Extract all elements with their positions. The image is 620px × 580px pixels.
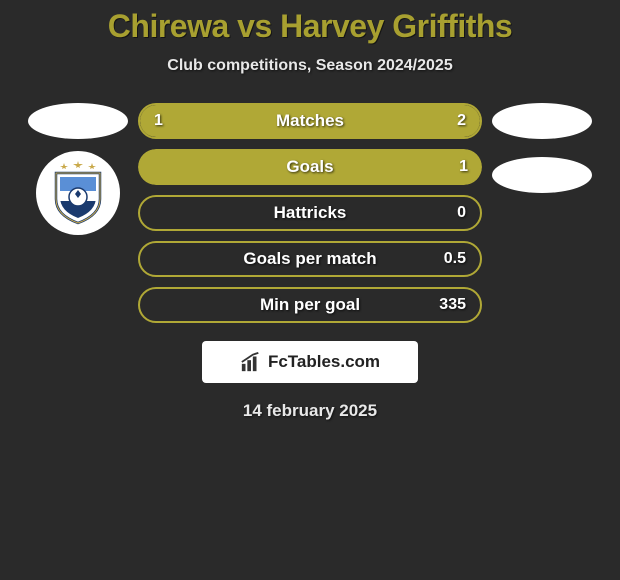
player-right-club-placeholder <box>492 157 592 193</box>
stat-bar: Min per goal335 <box>138 287 482 323</box>
content-row: 1Matches2Goals1Hattricks0Goals per match… <box>0 103 620 323</box>
stat-label: Min per goal <box>140 295 480 315</box>
stat-label: Matches <box>140 111 480 131</box>
footer-date: 14 february 2025 <box>0 401 620 421</box>
stat-value-right: 0.5 <box>444 250 466 268</box>
club-badge-icon <box>46 161 110 225</box>
stats-column: 1Matches2Goals1Hattricks0Goals per match… <box>138 103 482 323</box>
stat-value-right: 2 <box>457 112 466 130</box>
page-title: Chirewa vs Harvey Griffiths <box>0 8 620 45</box>
stat-label: Goals per match <box>140 249 480 269</box>
stat-value-right: 1 <box>459 158 468 176</box>
subtitle: Club competitions, Season 2024/2025 <box>0 57 620 75</box>
stat-bar: Hattricks0 <box>138 195 482 231</box>
stat-label: Hattricks <box>140 203 480 223</box>
stat-value-right: 335 <box>439 296 466 314</box>
player-right-avatar-placeholder <box>492 103 592 139</box>
player-right-column <box>492 103 592 193</box>
player-left-column <box>28 103 128 235</box>
chart-icon <box>240 351 262 373</box>
stat-bar: Goals1 <box>138 149 482 185</box>
player-left-avatar-placeholder <box>28 103 128 139</box>
stat-value-right: 0 <box>457 204 466 222</box>
stat-label: Goals <box>138 157 482 177</box>
stat-bar: Goals per match0.5 <box>138 241 482 277</box>
stat-bar: 1Matches2 <box>138 103 482 139</box>
brand-logo[interactable]: FcTables.com <box>202 341 418 383</box>
brand-text: FcTables.com <box>268 352 380 372</box>
widget-container: Chirewa vs Harvey Griffiths Club competi… <box>0 0 620 421</box>
player-left-club-badge <box>36 151 120 235</box>
